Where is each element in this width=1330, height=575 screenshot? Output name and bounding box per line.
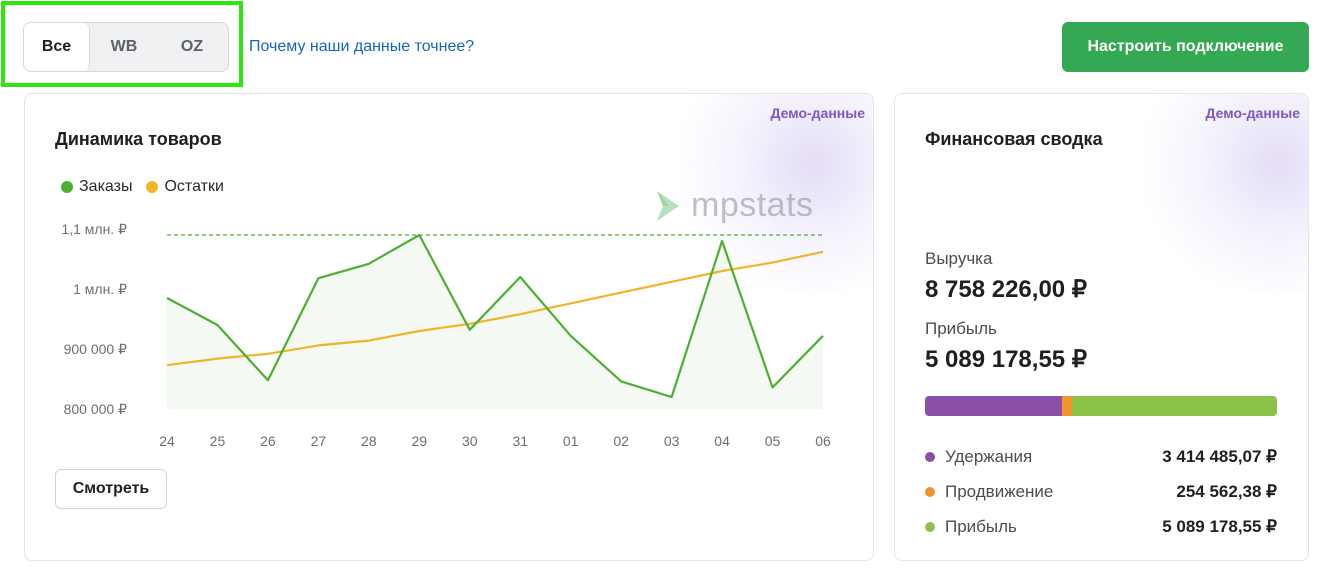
orders-area [167, 235, 823, 409]
mpstats-watermark: mpstats [655, 186, 814, 225]
financial-summary-card: Демо-данные Финансовая сводка Выручка 8 … [894, 93, 1309, 561]
x-tick-label: 01 [563, 433, 579, 449]
y-tick-label: 800 000 ₽ [64, 401, 127, 417]
x-tick-label: 04 [714, 433, 730, 449]
x-tick-label: 28 [361, 433, 377, 449]
setup-connection-button[interactable]: Настроить подключение [1062, 22, 1309, 72]
legend-label: Остатки [164, 178, 224, 195]
x-tick-label: 29 [412, 433, 428, 449]
finance-stacked-bar [925, 396, 1277, 416]
y-tick-label: 900 000 ₽ [64, 341, 127, 357]
x-tick-label: 30 [462, 433, 478, 449]
breakdown-row-promotion: Продвижение 254 562,38 ₽ [925, 474, 1277, 509]
demo-data-badge: Демо-данные [1205, 105, 1300, 121]
profit-value: 5 089 178,55 ₽ [925, 346, 1088, 373]
profit-dot-icon [925, 521, 935, 532]
card-glow [1128, 94, 1308, 294]
chart-legend: Заказы Остатки [61, 178, 224, 196]
filter-tab-all[interactable]: Все [24, 23, 90, 71]
x-tick-label: 03 [664, 433, 680, 449]
x-tick-label: 31 [512, 433, 528, 449]
mpstats-logo-icon [657, 190, 679, 221]
breakdown-name: Удержания [945, 446, 1033, 466]
mpstats-logo-text: mpstats [691, 186, 814, 224]
breakdown-value: 5 089 178,55 ₽ [1162, 516, 1277, 536]
revenue-value: 8 758 226,00 ₽ [925, 276, 1088, 303]
breakdown-value: 254 562,38 ₽ [1176, 481, 1277, 501]
x-tick-label: 05 [765, 433, 781, 449]
x-tick-label: 25 [210, 433, 226, 449]
card-title: Финансовая сводка [925, 129, 1103, 149]
legend-dot-icon [146, 181, 159, 193]
product-dynamics-card: Демо-данные Динамика товаров Заказы Оста… [24, 93, 874, 561]
revenue-label: Выручка [925, 249, 993, 268]
x-tick-label: 06 [815, 433, 831, 449]
x-tick-label: 02 [613, 433, 629, 449]
view-button[interactable]: Смотреть [55, 469, 167, 509]
card-title: Динамика товаров [55, 129, 222, 149]
breakdown-name: Прибыль [945, 516, 1017, 536]
legend-item-orders[interactable]: Заказы [61, 178, 132, 196]
profit-label: Прибыль [925, 319, 997, 338]
deductions-dot-icon [925, 451, 935, 462]
x-tick-label: 26 [260, 433, 276, 449]
filter-highlight-frame [1, 1, 243, 87]
demo-data-badge: Демо-данные [770, 105, 865, 121]
orders-series-line [166, 233, 824, 399]
stacked-bar-segment [1062, 396, 1073, 416]
filter-tab-wb[interactable]: WB [110, 38, 138, 55]
stacked-bar-segment [925, 396, 1063, 416]
breakdown-value: 3 414 485,07 ₽ [1162, 446, 1277, 466]
filter-tab-oz[interactable]: OZ [180, 38, 204, 55]
why-data-accurate-link[interactable]: Почему наши данные точнее? [249, 38, 475, 55]
legend-item-stock[interactable]: Остатки [146, 178, 224, 196]
x-tick-label: 27 [311, 433, 327, 449]
stacked-bar-segment [1072, 396, 1277, 416]
breakdown-name: Продвижение [945, 481, 1054, 501]
y-tick-label: 1 млн. ₽ [73, 281, 127, 297]
y-tick-label: 1,1 млн. ₽ [61, 221, 127, 237]
breakdown-row-profit: Прибыль 5 089 178,55 ₽ [925, 509, 1277, 544]
legend-dot-icon [61, 181, 73, 193]
stock-series-line [166, 250, 824, 367]
marketplace-filter: Все WB OZ [23, 22, 229, 72]
promotion-dot-icon [925, 486, 935, 497]
x-tick-label: 24 [159, 433, 175, 449]
finance-breakdown-list: Удержания 3 414 485,07 ₽ Продвижение 254… [925, 439, 1277, 544]
dynamics-line-chart: 1,1 млн. ₽ 1 млн. ₽ 900 000 ₽ 800 000 ₽ 24 25… [61, 221, 831, 449]
breakdown-row-deductions: Удержания 3 414 485,07 ₽ [925, 439, 1277, 474]
legend-label: Заказы [79, 178, 133, 195]
